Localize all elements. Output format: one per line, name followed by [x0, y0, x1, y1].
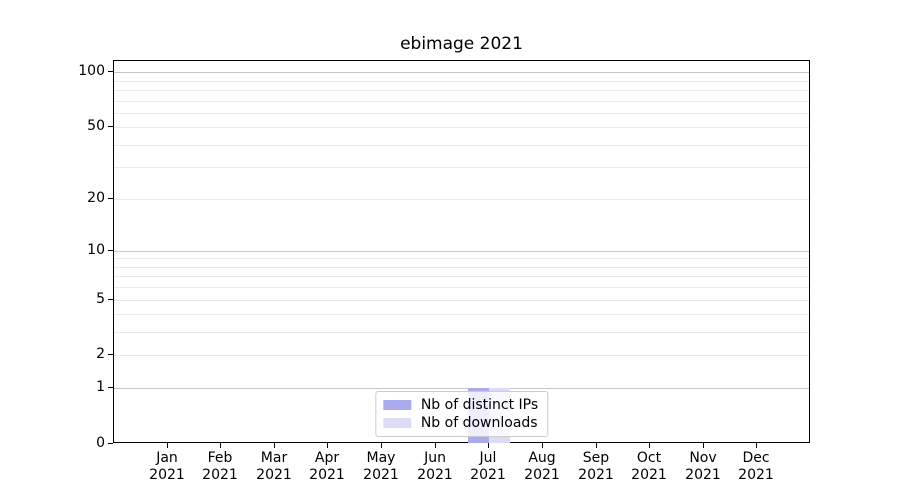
minor-gridline — [114, 332, 809, 334]
x-tick-label: Feb 2021 — [202, 450, 238, 483]
x-tick-mark — [220, 443, 221, 448]
x-tick-label: Dec 2021 — [738, 450, 774, 483]
legend-label-distinct-ips: Nb of distinct IPs — [420, 397, 539, 413]
minor-gridline — [114, 89, 809, 91]
y-tick-label: 0 — [96, 435, 105, 451]
minor-gridline — [114, 144, 809, 146]
chart-title: ebimage 2021 — [400, 34, 523, 54]
x-tick-label: Sep 2021 — [578, 450, 614, 483]
x-tick-label: May 2021 — [363, 450, 399, 483]
x-tick-label: Oct 2021 — [631, 450, 667, 483]
major-gridline — [114, 72, 809, 74]
legend-row-downloads: Nb of downloads — [382, 414, 538, 432]
x-tick-label: Mar 2021 — [256, 450, 292, 483]
major-gridline — [114, 388, 809, 390]
major-gridline — [114, 250, 809, 252]
y-tick-label: 10 — [87, 242, 105, 258]
y-tick-mark — [108, 387, 113, 388]
legend-swatch-downloads — [382, 418, 411, 428]
minor-gridline — [114, 80, 809, 82]
y-tick-label: 1 — [96, 379, 105, 395]
x-tick-label: Jul 2021 — [470, 450, 506, 483]
legend: Nb of distinct IPs Nb of downloads — [374, 391, 549, 437]
minor-gridline — [114, 299, 809, 301]
x-tick-mark — [274, 443, 275, 448]
y-tick-mark — [108, 126, 113, 127]
plot-area: Nb of distinct IPs Nb of downloads — [113, 60, 810, 443]
x-tick-label: Apr 2021 — [309, 450, 345, 483]
y-tick-mark — [108, 354, 113, 355]
y-tick-mark — [108, 299, 113, 300]
x-tick-mark — [596, 443, 597, 448]
y-tick-mark — [108, 71, 113, 72]
minor-gridline — [114, 276, 809, 278]
legend-label-downloads: Nb of downloads — [420, 415, 538, 431]
y-tick-label: 2 — [96, 346, 105, 362]
y-tick-mark — [108, 250, 113, 251]
y-tick-label: 50 — [87, 118, 105, 134]
minor-gridline — [114, 100, 809, 102]
y-tick-label: 100 — [78, 63, 105, 79]
legend-swatch-distinct-ips — [382, 400, 411, 410]
minor-gridline — [114, 258, 809, 260]
legend-row-distinct-ips: Nb of distinct IPs — [382, 396, 539, 414]
x-tick-label: Nov 2021 — [685, 450, 721, 483]
y-tick-label: 20 — [87, 190, 105, 206]
minor-gridline — [114, 127, 809, 129]
x-tick-mark — [756, 443, 757, 448]
minor-gridline — [114, 287, 809, 289]
x-tick-mark — [488, 443, 489, 448]
x-tick-label: Jan 2021 — [149, 450, 185, 483]
minor-gridline — [114, 314, 809, 316]
x-tick-mark — [167, 443, 168, 448]
x-tick-mark — [327, 443, 328, 448]
x-tick-mark — [435, 443, 436, 448]
y-tick-mark — [108, 443, 113, 444]
x-tick-mark — [703, 443, 704, 448]
x-tick-mark — [381, 443, 382, 448]
minor-gridline — [114, 112, 809, 114]
x-tick-mark — [542, 443, 543, 448]
minor-gridline — [114, 167, 809, 169]
y-tick-mark — [108, 198, 113, 199]
x-tick-label: Jun 2021 — [417, 450, 453, 483]
y-tick-label: 5 — [96, 291, 105, 307]
x-tick-mark — [649, 443, 650, 448]
minor-gridline — [114, 355, 809, 357]
minor-gridline — [114, 266, 809, 268]
minor-gridline — [114, 198, 809, 200]
x-tick-label: Aug 2021 — [524, 450, 560, 483]
